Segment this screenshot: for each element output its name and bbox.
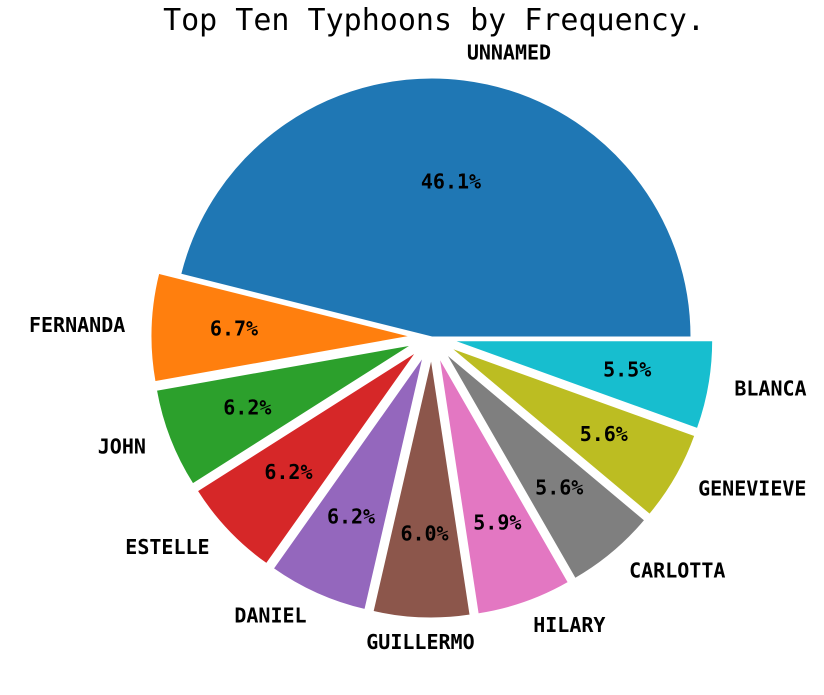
pie-category-label-john: JOHN bbox=[98, 435, 146, 459]
pie-slice-unnamed bbox=[180, 77, 692, 338]
pie-category-label-estelle: ESTELLE bbox=[125, 535, 209, 559]
pie-category-label-guillermo: GUILLERMO bbox=[366, 630, 474, 654]
pie-percent-label-fernanda: 6.7% bbox=[210, 317, 258, 341]
pie-slice-estelle bbox=[196, 351, 417, 565]
pie-slice-carlotta bbox=[445, 353, 646, 580]
pie-category-label-genevieve: GENEVIEVE bbox=[698, 476, 806, 500]
pie-slice-john bbox=[155, 344, 412, 485]
pie-slice-fernanda bbox=[150, 272, 411, 383]
pie-slice-blanca bbox=[453, 340, 714, 430]
pie-percent-label-hilary: 5.9% bbox=[473, 511, 521, 535]
pie-category-label-fernanda: FERNANDA bbox=[29, 313, 125, 337]
pie-slice-guillermo bbox=[372, 358, 471, 619]
pie-percent-label-carlotta: 5.6% bbox=[535, 475, 583, 499]
chart-title: Top Ten Typhoons by Frequency. bbox=[163, 3, 705, 38]
pie-category-label-blanca: BLANCA bbox=[734, 376, 806, 400]
pie-percent-label-genevieve: 5.6% bbox=[580, 422, 628, 446]
pie-percent-label-estelle: 6.2% bbox=[264, 460, 312, 484]
pie-percent-label-john: 6.2% bbox=[223, 395, 271, 419]
pie-slice-daniel bbox=[272, 356, 424, 611]
pie-category-label-hilary: HILARY bbox=[533, 613, 605, 637]
pie-percent-label-daniel: 6.2% bbox=[327, 504, 375, 528]
pie-slice-genevieve bbox=[450, 347, 696, 516]
pie-category-label-carlotta: CARLOTTA bbox=[629, 559, 725, 583]
pie-percent-label-blanca: 5.5% bbox=[603, 358, 651, 382]
pie-percent-label-guillermo: 6.0% bbox=[400, 521, 448, 545]
pie-percent-label-unnamed: 46.1% bbox=[421, 169, 481, 193]
pie-category-label-daniel: DANIEL bbox=[234, 604, 306, 628]
pie-category-label-unnamed: UNNAMED bbox=[467, 41, 551, 65]
pie-slice-hilary bbox=[438, 357, 569, 615]
pie-labels: 46.1% UNNAMED 6.7% FERNANDA 6.2% JOHN 6.2% ESTE… bbox=[29, 41, 807, 654]
pie-slices bbox=[150, 77, 714, 619]
